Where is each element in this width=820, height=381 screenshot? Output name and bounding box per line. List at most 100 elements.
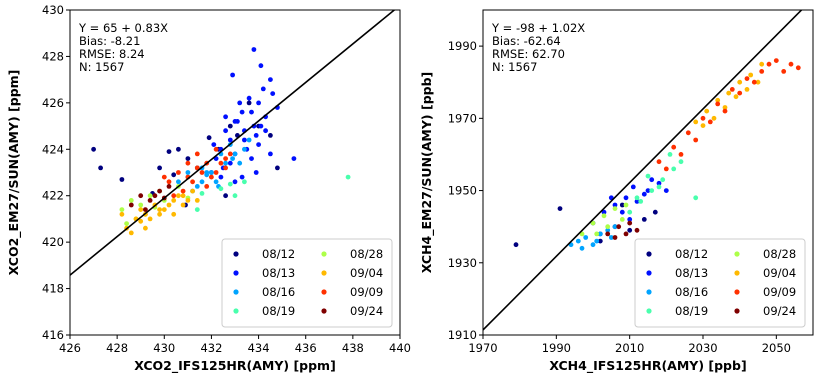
stats-n-xco2: N: 1567 (79, 60, 124, 74)
legend-marker-09-04 (734, 270, 740, 276)
data-point-09-24 (623, 231, 629, 237)
stats-box-xch4: Y = -98 + 1.02X Bias: -62.64 RMSE: 62.70… (491, 21, 585, 74)
axis-ticks-xch4: 1970 1990 2010 2030 2050 1910 1930 1950 1970 1990 (448, 39, 791, 355)
data-point-08-13 (630, 184, 636, 190)
data-point-09-04 (147, 216, 153, 222)
data-point-09-04 (722, 105, 728, 110)
y-tick-label-418: 418 (42, 282, 64, 296)
x-tick-label-440: 440 (389, 341, 411, 355)
data-point-09-24 (152, 193, 158, 199)
data-point-08-12 (513, 242, 519, 248)
data-point-09-04 (119, 211, 125, 217)
data-point-08-13 (258, 63, 264, 69)
data-point-09-04 (755, 79, 761, 85)
legend-label-08-12: 08/12 (262, 247, 295, 261)
data-point-09-24 (627, 220, 633, 226)
data-point-09-04 (143, 225, 148, 231)
data-point-08-12 (275, 165, 280, 171)
x-tick-label-438: 438 (342, 341, 364, 355)
data-point-08-28 (128, 198, 134, 203)
data-point-09-09 (766, 61, 772, 67)
data-point-08-13 (242, 137, 247, 143)
legend-marker-08-19 (233, 308, 239, 314)
data-point-08-13 (230, 72, 236, 78)
legend-marker-08-16 (233, 289, 239, 295)
data-point-08-28 (590, 220, 596, 226)
data-point-08-13 (249, 109, 254, 115)
data-point-08-19 (638, 199, 644, 204)
data-point-09-04 (176, 193, 181, 199)
x-axis-label-xco2: XCO2_IFS125HR(AMY) [ppm] (134, 358, 336, 374)
data-point-09-04 (693, 119, 699, 125)
data-point-08-16 (579, 245, 585, 251)
data-point-08-13 (623, 195, 629, 201)
data-point-08-16 (176, 179, 181, 185)
x-tick-label-436: 436 (295, 341, 317, 355)
data-point-08-13 (239, 174, 245, 180)
data-point-08-13 (291, 156, 297, 162)
data-point-08-19 (227, 181, 233, 187)
y-tick-label-420: 420 (42, 235, 64, 249)
data-point-09-04 (171, 211, 177, 217)
data-point-09-04 (128, 230, 134, 236)
data-point-08-13 (663, 188, 669, 194)
data-point-08-16 (590, 242, 596, 248)
legend-xch4: 08/12 08/13 08/16 08/19 08/28 09/04 09/09 09/24 (634, 238, 806, 328)
data-point-08-13 (218, 174, 224, 180)
data-point-08-28 (605, 224, 611, 230)
x-tick-label-434: 434 (248, 341, 270, 355)
data-point-09-04 (733, 94, 739, 100)
data-point-08-12 (223, 193, 229, 199)
legend-label-09-04: 09/04 (350, 266, 383, 280)
data-point-08-13 (256, 100, 261, 106)
y-tick-label-1970: 1970 (448, 111, 477, 125)
data-point-09-09 (707, 119, 713, 125)
data-point-09-09 (161, 174, 167, 180)
plot-frame-xch4 (482, 9, 814, 336)
data-point-08-28 (124, 221, 129, 227)
stats-bias-xco2: Bias: -8.21 (79, 34, 140, 48)
y-tick-label-428: 428 (42, 49, 64, 63)
data-point-08-13 (627, 217, 633, 222)
data-point-09-24 (147, 198, 153, 203)
legend-label-09-24: 09/24 (763, 304, 796, 318)
data-point-09-09 (190, 179, 196, 185)
stats-regression-xch4: Y = -98 + 1.02X (491, 21, 585, 35)
data-point-08-16 (213, 179, 219, 185)
data-point-08-12 (166, 149, 172, 155)
data-point-09-09 (729, 87, 735, 92)
data-point-09-09 (227, 151, 233, 157)
data-point-09-04 (171, 198, 177, 203)
data-point-08-16 (230, 156, 236, 162)
data-point-08-16 (246, 137, 252, 143)
data-point-08-13 (258, 123, 264, 129)
data-point-08-13 (634, 199, 640, 204)
data-point-08-16 (185, 170, 191, 175)
data-point-09-24 (143, 207, 148, 213)
data-point-08-12 (157, 165, 163, 171)
data-point-08-13 (237, 100, 243, 106)
legend-label-08-13: 08/13 (675, 266, 708, 280)
data-point-09-09 (678, 152, 684, 157)
data-point-08-19 (693, 195, 699, 201)
data-point-09-04 (726, 90, 732, 96)
data-point-09-04 (180, 193, 186, 199)
stats-rmse-xch4: RMSE: 62.70 (492, 47, 565, 61)
legend-label-08-19: 08/19 (262, 304, 295, 318)
data-point-08-19 (645, 173, 651, 179)
legend-label-09-04: 09/04 (763, 266, 796, 280)
plot-frame-xco2 (69, 9, 401, 336)
y-tick-label-1950: 1950 (448, 184, 477, 198)
data-point-09-09 (744, 76, 750, 81)
data-point-08-16 (199, 179, 205, 185)
panel-xco2: 426 428 430 432 434 436 438 440 416 418 420 422 424 4… (6, 3, 411, 374)
data-point-08-13 (268, 77, 273, 82)
data-point-09-04 (138, 207, 144, 213)
data-point-08-12 (619, 202, 625, 208)
data-point-09-24 (128, 202, 134, 208)
data-point-08-28 (623, 202, 629, 208)
data-point-08-19 (218, 186, 224, 192)
data-point-09-09 (180, 188, 186, 194)
legend-label-08-16: 08/16 (262, 285, 295, 299)
stats-regression-xco2: Y = 65 + 0.83X (78, 21, 168, 35)
